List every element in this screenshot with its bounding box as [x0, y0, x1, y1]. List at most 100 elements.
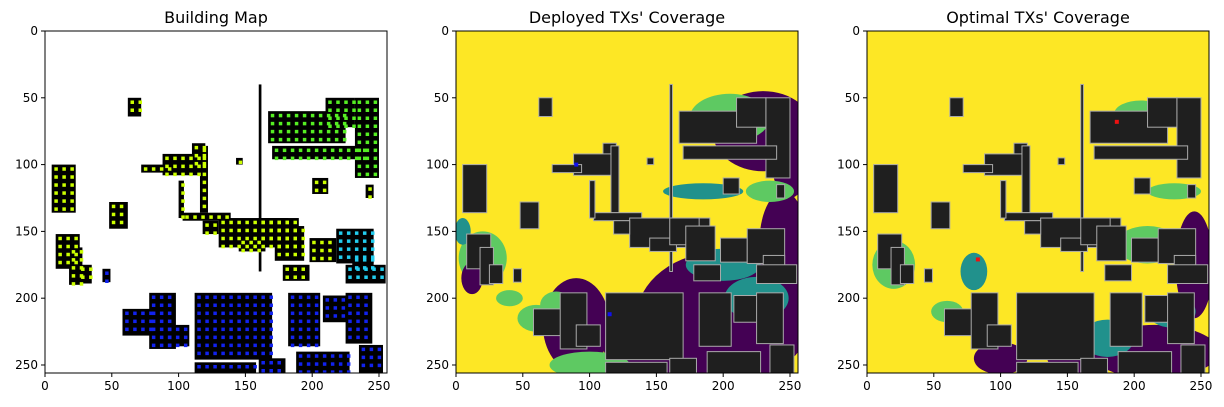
marker: [357, 116, 362, 120]
building: [776, 184, 786, 199]
marker: [141, 327, 145, 332]
building: [706, 351, 762, 373]
marker: [285, 252, 289, 257]
marker: [290, 343, 295, 348]
marker: [261, 236, 265, 241]
marker: [357, 108, 362, 112]
marker: [302, 129, 307, 134]
marker: [66, 244, 70, 249]
marker: [245, 351, 249, 356]
marker: [221, 319, 225, 324]
marker: [221, 228, 225, 233]
marker: [322, 188, 327, 193]
marker: [346, 362, 351, 366]
marker: [253, 351, 257, 356]
marker: [348, 327, 352, 332]
x-tick-label: 250: [1190, 379, 1213, 393]
marker: [356, 311, 360, 316]
marker: [70, 167, 74, 171]
building: [538, 97, 553, 117]
marker: [253, 364, 257, 369]
marker: [290, 148, 295, 153]
marker: [277, 244, 281, 249]
marker: [189, 156, 193, 161]
building: [1144, 295, 1170, 323]
marker: [238, 160, 243, 165]
building: [1000, 180, 1007, 219]
x-tick-label: 250: [368, 379, 391, 393]
marker: [365, 100, 370, 104]
marker: [205, 311, 209, 316]
marker: [149, 327, 153, 332]
marker: [286, 137, 291, 142]
marker: [338, 247, 343, 251]
marker: [257, 240, 261, 245]
building: [962, 164, 994, 174]
marker: [229, 244, 233, 249]
marker: [357, 140, 362, 145]
building: [756, 264, 798, 284]
marker: [285, 275, 289, 279]
marker: [357, 164, 362, 169]
marker: [197, 351, 201, 356]
marker: [362, 156, 367, 161]
marker: [89, 267, 93, 271]
marker: [365, 116, 370, 120]
marker: [293, 267, 297, 271]
marker: [202, 196, 207, 201]
y-tick-label: 0: [852, 24, 860, 38]
marker: [306, 311, 311, 316]
marker: [361, 355, 366, 360]
marker: [365, 132, 370, 137]
marker: [197, 311, 201, 316]
marker: [62, 183, 66, 187]
marker: [302, 137, 307, 142]
marker: [89, 275, 93, 279]
marker: [294, 121, 299, 126]
x-tick-label: 100: [167, 379, 190, 393]
marker: [205, 223, 209, 227]
marker: [306, 319, 311, 324]
x-tick-label: 200: [301, 379, 324, 393]
chart-title: Deployed TXs' Coverage: [529, 8, 725, 27]
marker: [294, 129, 299, 134]
marker: [253, 311, 257, 316]
marker: [346, 354, 351, 358]
marker: [261, 228, 265, 233]
marker: [245, 343, 249, 348]
marker: [373, 116, 378, 120]
marker: [362, 258, 367, 262]
marker: [205, 303, 209, 308]
marker: [322, 180, 327, 185]
building: [532, 308, 564, 337]
marker: [278, 129, 283, 134]
x-tick-label: 200: [1123, 379, 1146, 393]
marker: [314, 362, 319, 366]
marker: [159, 303, 164, 308]
marker: [357, 148, 362, 153]
x-tick-label: 50: [104, 379, 119, 393]
marker: [269, 236, 273, 241]
marker: [74, 244, 78, 249]
plot-area: [45, 31, 387, 373]
marker: [159, 311, 164, 316]
marker: [159, 167, 164, 171]
marker: [301, 275, 305, 279]
marker: [290, 295, 295, 300]
building: [943, 308, 975, 337]
building: [1016, 361, 1079, 373]
axes-frame: [866, 30, 1210, 374]
building: [488, 264, 504, 284]
marker: [298, 370, 303, 373]
marker: [364, 319, 368, 324]
marker: [346, 156, 351, 161]
marker: [310, 113, 315, 118]
building: [194, 362, 257, 373]
marker: [119, 204, 124, 209]
coverage-region: [461, 262, 483, 295]
marker: [373, 148, 378, 153]
marker: [282, 156, 287, 161]
marker: [245, 311, 249, 316]
marker: [197, 156, 201, 161]
